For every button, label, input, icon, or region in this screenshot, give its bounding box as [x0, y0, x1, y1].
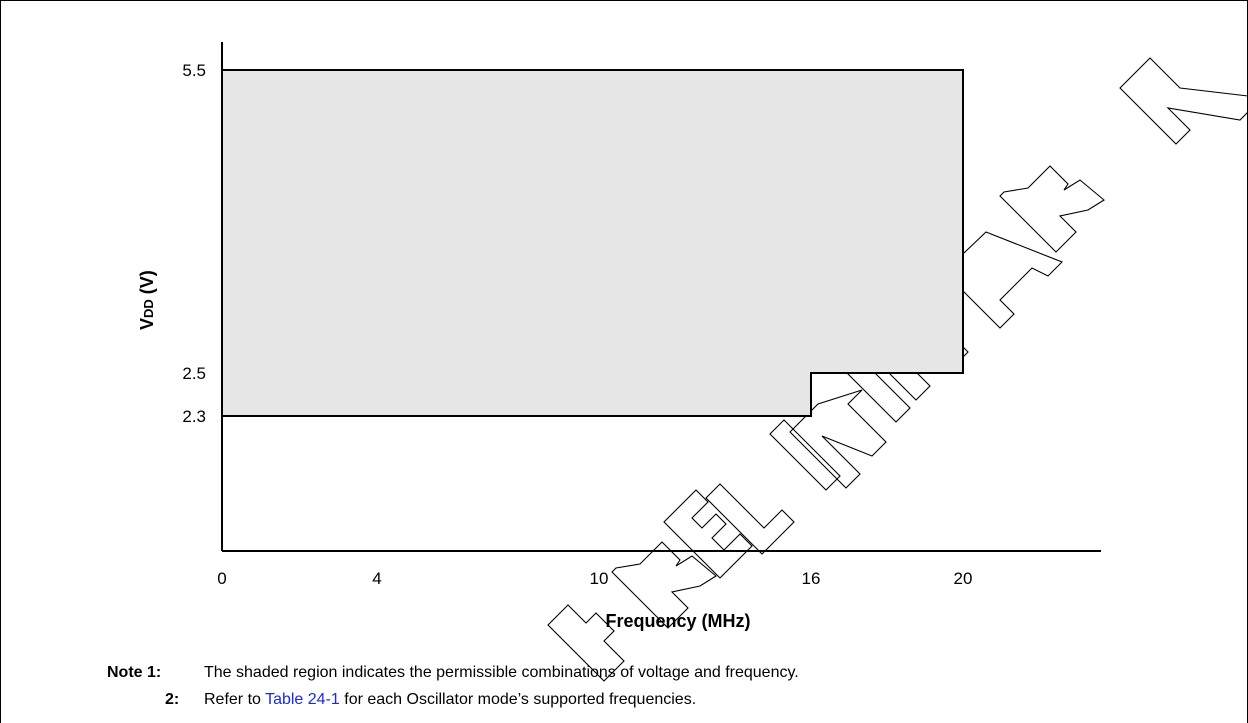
x-axis-title: Frequency (MHz) [605, 611, 750, 631]
y-axis-title-main: V [137, 318, 157, 330]
note-1-label: Note 1: [107, 664, 162, 681]
svg-text:VDD (V): VDD (V) [137, 270, 157, 330]
note-2-text-pre: Refer to [204, 691, 266, 708]
preliminary-watermark [547, 57, 1248, 682]
y-tick-label: 2.5 [182, 364, 206, 383]
y-axis-title-subscript: DD [141, 299, 156, 318]
note-1-text: The shaded region indicates the permissi… [204, 664, 799, 681]
y-tick-label: 2.3 [182, 407, 206, 426]
x-tick-label: 20 [954, 569, 973, 588]
x-tick-label: 0 [217, 569, 226, 588]
x-tick-label: 4 [372, 569, 381, 588]
note-2-label: 2: [165, 691, 180, 708]
operating-region [221, 69, 964, 417]
plot-area: 2.3 2.5 5.5 0 4 10 16 20 [182, 42, 1101, 588]
note-2-text: Refer to Table 24-1 for each Oscillator … [204, 687, 696, 712]
table-24-1-link[interactable]: Table 24-1 [265, 691, 340, 708]
x-tick-label: 10 [590, 569, 609, 588]
y-tick-label: 5.5 [182, 61, 206, 80]
y-axis-title-unit: (V) [137, 270, 157, 299]
x-tick-label: 16 [802, 569, 821, 588]
y-axis-title: VDD (V) [137, 270, 157, 330]
note-2-text-post: for each Oscillator mode’s supported fre… [339, 691, 697, 708]
